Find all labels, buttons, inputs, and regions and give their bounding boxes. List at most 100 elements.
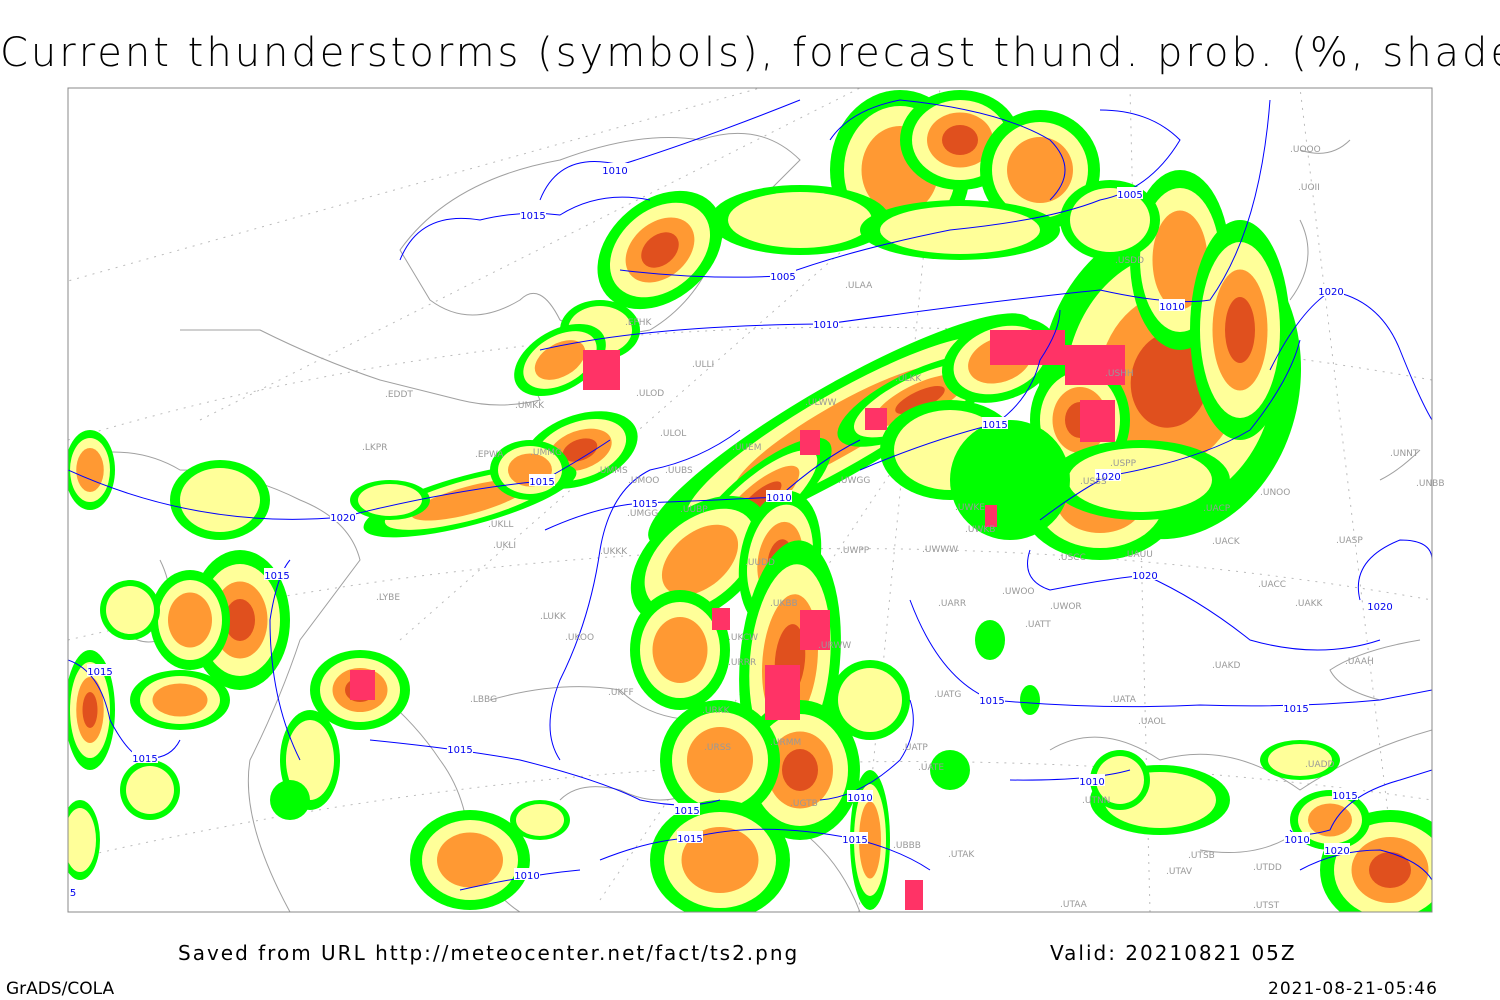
isobar-label-bg <box>674 803 700 815</box>
probability-area <box>130 670 230 730</box>
prob-low-shade <box>950 420 1070 540</box>
probability-area <box>860 200 1060 260</box>
isobar-label: 1015 <box>264 571 289 582</box>
isobar-label-bg <box>1367 599 1393 611</box>
isobar-label-bg <box>1095 469 1121 481</box>
station-label: .UGTB <box>790 799 818 809</box>
probability-area <box>1020 685 1040 715</box>
isobar-label: 1015 <box>447 745 472 756</box>
station-label: .UOOO <box>1290 145 1321 155</box>
isobar-line <box>619 109 1181 278</box>
isobar-label: 1020 <box>1132 571 1157 582</box>
station-label: .EPWA <box>475 450 504 460</box>
thunderstorm-symbol-cluster <box>905 880 923 910</box>
isobar-line <box>549 429 741 761</box>
station-label: .URRR <box>728 658 756 668</box>
station-label: .ULOD <box>636 389 664 399</box>
isobar-label: 1015 <box>982 420 1007 431</box>
prob-very-high-shade <box>225 599 255 641</box>
coastline <box>1049 729 1432 791</box>
station-label: .UTAV <box>1166 867 1193 877</box>
probability-area <box>980 110 1100 230</box>
probability-area <box>1190 220 1290 440</box>
probability-area <box>1050 440 1230 520</box>
isobar-line <box>68 659 181 759</box>
thunderstorm-symbol-cluster <box>583 350 620 390</box>
station-label: .UUBP <box>680 505 708 515</box>
probability-area <box>650 800 790 912</box>
isobar-line <box>399 196 651 261</box>
station-label: .UMMG <box>530 448 562 458</box>
probability-area <box>630 495 770 625</box>
station-label: .UACK <box>1212 537 1241 547</box>
prob-mid-shade <box>1268 744 1332 776</box>
station-label: .UASP <box>1336 536 1363 546</box>
probability-area <box>100 580 160 640</box>
isobar-line <box>1269 290 1432 421</box>
isobar-line <box>909 599 1432 708</box>
isobar-line <box>829 99 1066 201</box>
prob-low-shade <box>930 750 970 790</box>
station-label: .UTDD <box>1253 863 1282 873</box>
thunderstorm-symbol-cluster <box>765 665 800 720</box>
map-frame <box>67 87 1433 913</box>
station-label: .UKCW <box>728 633 758 643</box>
station-label: .UTSB <box>1188 851 1215 861</box>
thunderstorm-symbol-cluster <box>350 670 375 700</box>
prob-very-high-shade <box>1369 852 1411 888</box>
prob-mid-shade <box>68 808 96 872</box>
isobar-label: 1010 <box>1159 302 1184 313</box>
prob-low-shade <box>270 780 310 820</box>
isobar-label-bg <box>813 317 839 329</box>
isobar-label: 1005 <box>770 272 795 283</box>
isobar-label: 1015 <box>632 499 657 510</box>
prob-mid-shade <box>286 720 334 800</box>
prob-high-shade <box>687 727 753 793</box>
isobar-line <box>544 439 861 531</box>
station-label: .USPP <box>1110 459 1137 469</box>
isobar-label: 1010 <box>514 871 539 882</box>
render-timestamp: 2021-08-21-05:46 <box>1268 979 1438 999</box>
prob-very-high-shade <box>782 749 818 791</box>
isobar-label-bg <box>1159 299 1185 311</box>
station-label: .USHH <box>1105 369 1134 379</box>
source-url-text: Saved from URL http://meteocenter.net/fa… <box>178 941 800 965</box>
probability-area <box>410 810 530 910</box>
station-label: .UAKK <box>1295 599 1324 609</box>
probability-area <box>514 323 606 397</box>
isobar-label-bg <box>847 790 873 802</box>
prob-high-shade <box>168 592 212 648</box>
isobar-label-bg <box>529 474 555 486</box>
isobar-line <box>1027 549 1381 651</box>
isobar-label-bg <box>1079 774 1105 786</box>
station-label: .UNBB <box>1416 479 1445 489</box>
station-label: .UACP <box>1203 504 1231 514</box>
probability-area <box>930 750 970 790</box>
probability-area <box>597 190 723 310</box>
station-label: .URMM <box>770 738 801 748</box>
station-label: .UACC <box>1258 580 1286 590</box>
prob-mid-shade <box>880 206 1040 254</box>
isobar-label: 1020 <box>1324 846 1349 857</box>
station-label: .UMMS <box>597 466 628 476</box>
prob-very-high-shade <box>562 438 598 462</box>
prob-very-high-shade <box>641 232 679 268</box>
prob-mid-shade <box>728 192 872 248</box>
isobar-label: 5 <box>70 888 76 899</box>
station-label: .UOII <box>1298 183 1320 193</box>
isobars: 1010 1015 1005 1010 1005 1010 1020 1015 1015 1010… <box>68 99 1432 899</box>
station-label: .UWKB <box>965 525 995 535</box>
isobar-label-bg <box>632 496 658 508</box>
isobar-line <box>539 99 1271 351</box>
station-label: .UBBB <box>893 841 921 851</box>
prob-mid-shade <box>180 468 260 532</box>
isobar-label: 1010 <box>1079 777 1104 788</box>
prob-high-shade <box>661 524 739 596</box>
isobar-label: 1010 <box>847 793 872 804</box>
prob-mid-shade <box>358 484 422 516</box>
coastline <box>180 329 561 406</box>
probability-area <box>830 660 910 740</box>
prob-high-shade <box>681 827 759 893</box>
probability-area <box>120 760 180 820</box>
station-label: .UNOO <box>1260 488 1290 498</box>
